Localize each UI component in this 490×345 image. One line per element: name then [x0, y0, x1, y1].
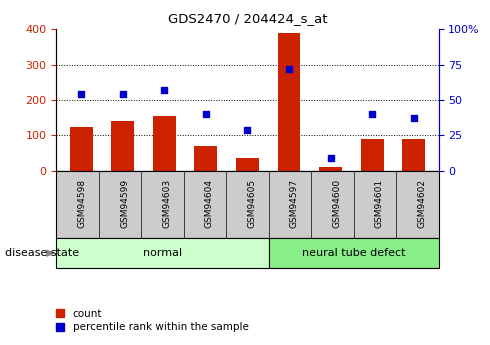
Bar [111, 121, 134, 171]
Bar [361, 139, 384, 171]
Text: GSM94599: GSM94599 [120, 178, 129, 228]
Point [202, 111, 210, 117]
Bar [277, 33, 300, 171]
Text: GSM94601: GSM94601 [375, 178, 384, 228]
Point [160, 87, 168, 93]
Bar [153, 116, 176, 171]
Legend: count, percentile rank within the sample: count, percentile rank within the sample [52, 305, 253, 336]
Bar [195, 146, 218, 171]
Text: GSM94604: GSM94604 [205, 179, 214, 228]
Point [119, 92, 127, 97]
Point [77, 92, 85, 97]
Bar [402, 139, 425, 171]
Bar [70, 127, 93, 171]
Bar [236, 158, 259, 171]
Text: GSM94602: GSM94602 [417, 179, 426, 228]
Text: normal: normal [143, 248, 182, 258]
Text: GSM94600: GSM94600 [332, 178, 342, 228]
Text: GSM94603: GSM94603 [163, 178, 172, 228]
Point [285, 66, 293, 72]
Text: GSM94598: GSM94598 [77, 178, 87, 228]
Text: GSM94605: GSM94605 [247, 178, 256, 228]
Text: GSM94597: GSM94597 [290, 178, 299, 228]
Bar [319, 167, 342, 171]
Point [410, 116, 417, 121]
Text: disease state: disease state [5, 248, 79, 258]
Text: neural tube defect: neural tube defect [302, 248, 405, 258]
Point [368, 111, 376, 117]
Text: GDS2470 / 204424_s_at: GDS2470 / 204424_s_at [168, 12, 327, 25]
Point [244, 127, 251, 132]
Point [327, 155, 335, 161]
